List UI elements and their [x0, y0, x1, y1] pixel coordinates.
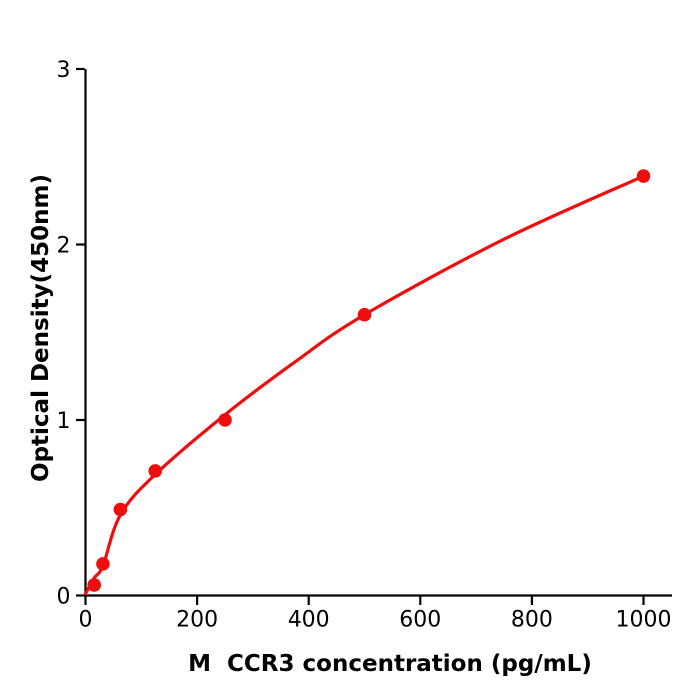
x-tick-label: 0	[79, 608, 93, 633]
x-axis-label: M CCR3 concentration (pg/mL)	[188, 651, 592, 677]
x-tick-label: 800	[511, 608, 553, 633]
y-tick-label: 1	[57, 409, 71, 434]
data-point	[113, 502, 128, 517]
y-tick-label: 0	[57, 585, 71, 610]
y-tick-label: 2	[57, 234, 71, 259]
x-tick-label: 200	[176, 608, 218, 633]
data-point	[87, 578, 102, 592]
y-tick-label: 3	[57, 58, 71, 83]
data-point	[218, 413, 232, 427]
data-point	[357, 307, 372, 322]
y-axis-label: Optical Density(450nm)	[28, 174, 54, 482]
fit-curve	[83, 174, 646, 596]
data-point	[636, 169, 651, 183]
x-tick-label: 400	[288, 608, 330, 633]
data-point	[96, 557, 110, 571]
data-point	[148, 464, 163, 478]
x-tick-label: 1000	[616, 608, 672, 633]
x-tick-label: 600	[399, 608, 441, 633]
